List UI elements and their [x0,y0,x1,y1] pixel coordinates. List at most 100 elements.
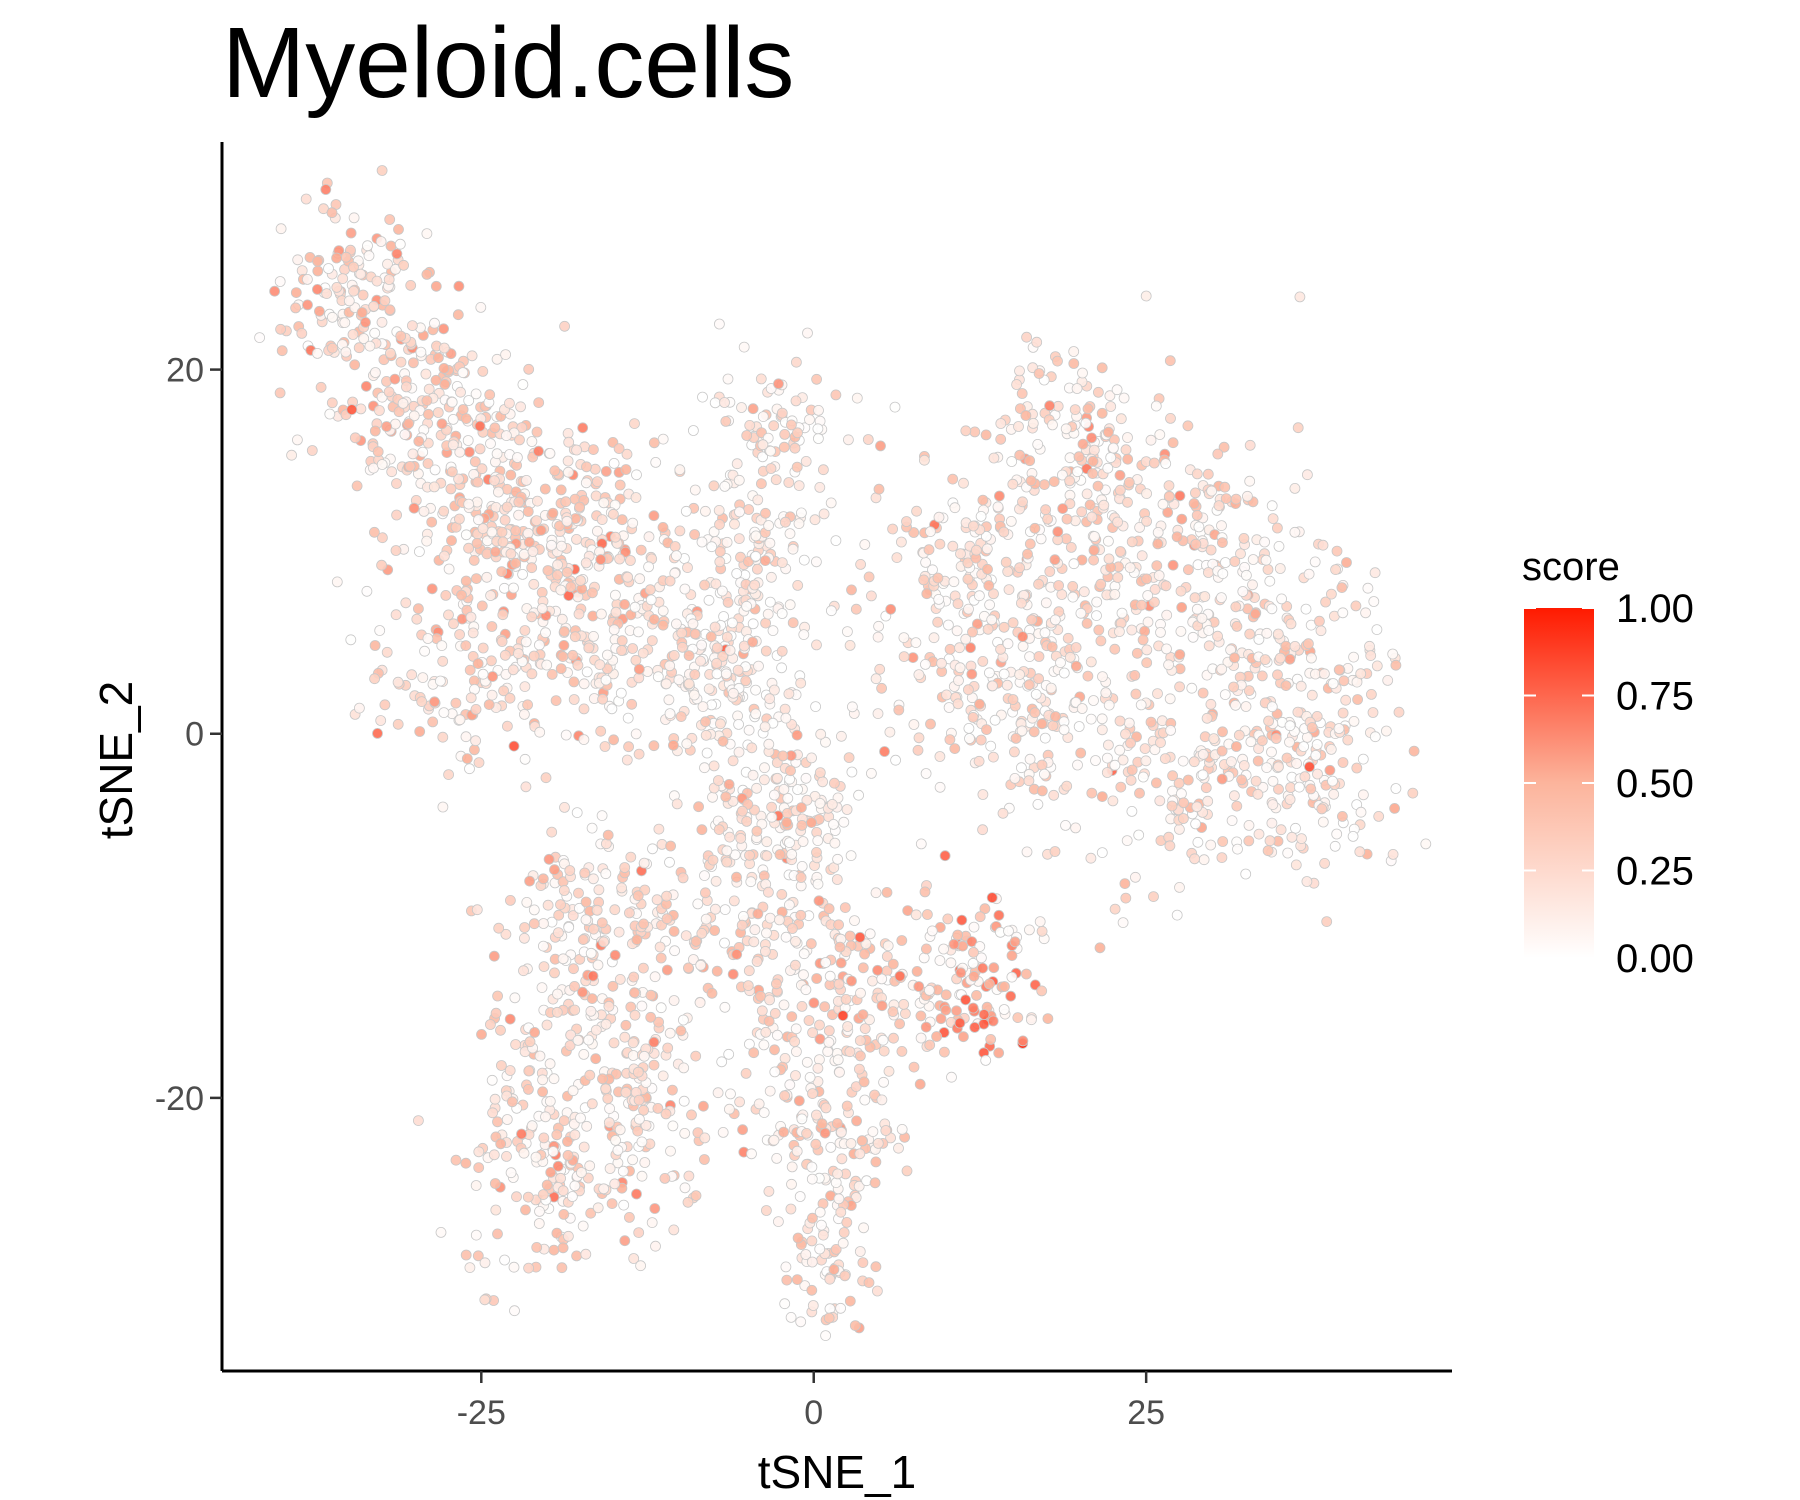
data-point [603,1117,615,1128]
data-point [925,526,936,537]
data-point [806,1284,818,1296]
data-point [866,590,877,602]
data-point [763,886,774,898]
data-point [578,734,590,745]
data-point [616,882,627,894]
data-point [896,1124,908,1135]
data-point [839,1270,851,1282]
data-point [758,1039,770,1051]
data-point [569,1129,581,1141]
data-point [392,676,404,688]
data-point [944,643,956,655]
data-point [1408,745,1420,757]
data-point [1122,453,1134,465]
data-point [1025,475,1037,487]
data-point [997,807,1009,819]
data-point [477,523,489,534]
data-point [633,626,644,638]
data-point [791,461,803,473]
data-point [372,446,384,458]
data-point [426,583,438,595]
data-point [1064,475,1075,487]
data-point [717,585,728,597]
data-point [1292,706,1304,718]
data-point [580,896,592,908]
data-point [1009,936,1021,948]
data-point [795,1316,807,1328]
data-point [1117,917,1129,928]
data-point [786,849,798,860]
data-point [921,943,932,955]
data-point [473,514,484,526]
data-point [549,864,560,876]
data-point [1011,379,1022,390]
data-point [1042,1013,1054,1024]
data-point [977,824,988,836]
data-point [1244,628,1256,640]
data-point [540,772,552,784]
data-point [898,651,910,662]
data-point [1373,811,1385,822]
data-point [851,392,863,404]
data-point [504,692,516,704]
y-tick-label: -20 [155,1080,204,1118]
data-point [438,505,450,517]
data-point [418,505,430,517]
data-point [678,1014,689,1026]
data-point [776,662,787,674]
data-point [812,878,824,890]
data-point [1333,723,1345,734]
data-point [577,1220,589,1232]
data-point [567,649,579,661]
data-point [824,1273,836,1285]
data-point [924,1039,936,1051]
data-point [1145,434,1157,446]
data-point [381,421,393,432]
data-point [859,1023,871,1034]
data-point [731,458,743,470]
data-point [578,1049,590,1060]
data-point [719,480,731,492]
data-point [1103,426,1114,438]
data-point [928,632,940,644]
data-point [1232,843,1243,855]
data-point [1085,852,1097,864]
data-point [1191,603,1203,615]
data-point [621,754,633,766]
data-point [912,744,924,756]
data-point [614,1124,626,1136]
data-point [438,323,450,335]
data-point [376,459,388,470]
data-point [499,649,511,661]
data-point [767,625,779,636]
data-point [776,608,788,619]
data-point [963,723,975,734]
data-point [646,1217,658,1228]
data-point [1183,564,1194,576]
data-point [958,1031,969,1043]
data-point [348,261,359,273]
data-point [1387,648,1399,660]
data-point [780,516,791,528]
data-point [632,890,644,902]
data-point [784,837,795,848]
data-point [776,889,788,900]
data-point [885,603,897,615]
data-point [1136,550,1148,562]
data-point [1294,291,1306,303]
data-point [969,1022,981,1033]
data-point [998,526,1010,538]
data-point [778,1126,789,1138]
data-point [584,1069,596,1081]
data-point [443,609,454,621]
data-point [557,1185,569,1197]
data-point [778,441,790,453]
data-point [475,301,487,313]
data-point [538,961,550,972]
data-point [769,1066,781,1078]
data-point [671,618,682,630]
data-point [398,259,410,271]
data-point [386,466,398,478]
data-point [707,854,719,866]
data-point [627,517,639,529]
